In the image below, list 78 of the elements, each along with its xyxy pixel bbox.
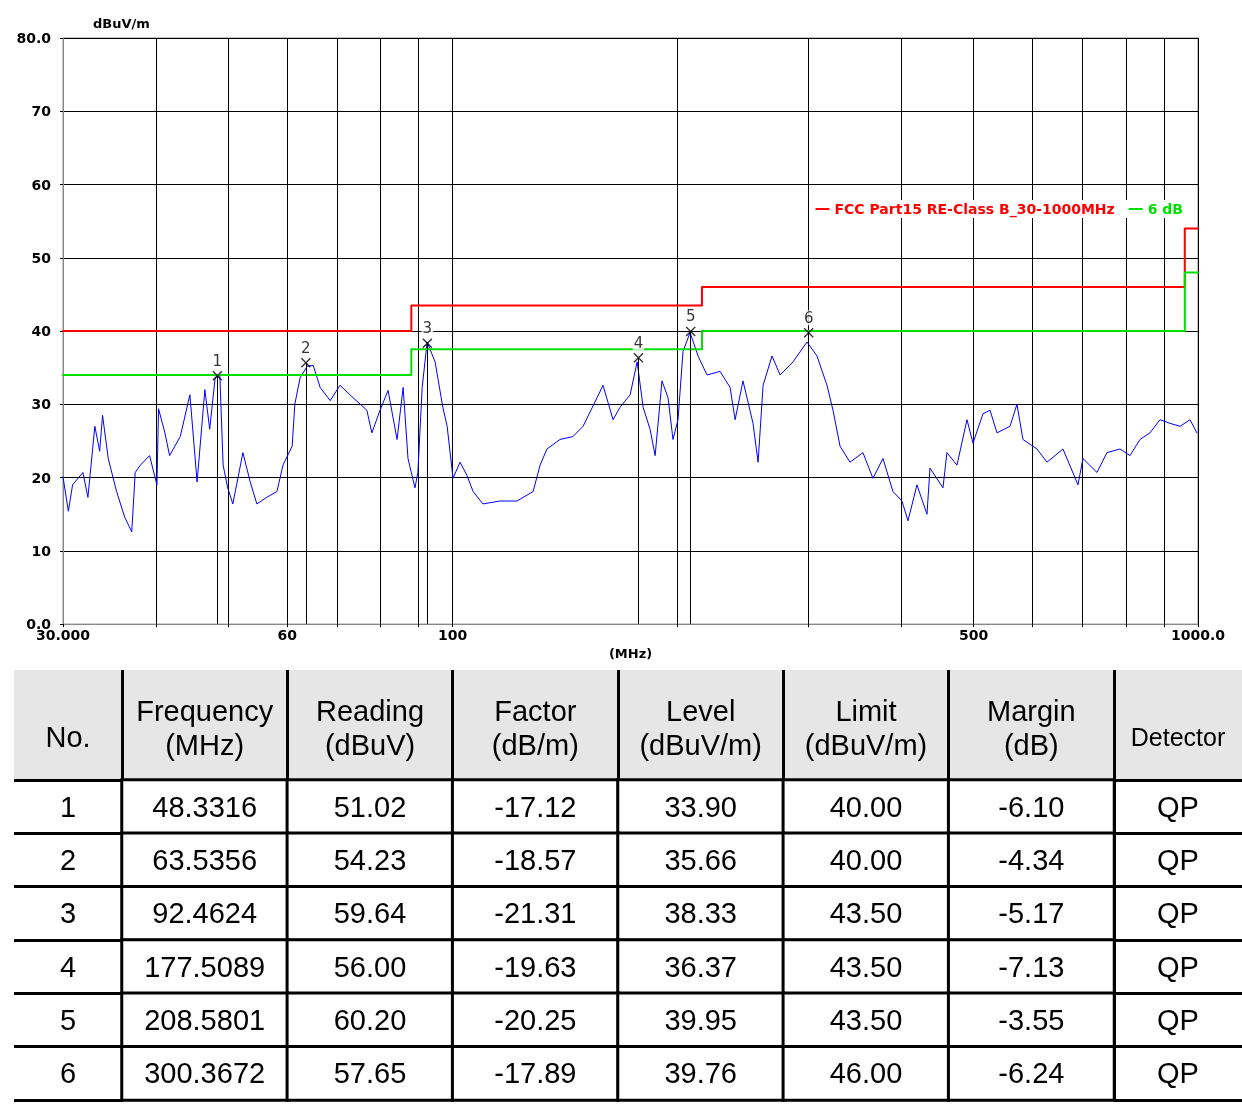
y2-tick-label: QP — [1157, 790, 1199, 823]
text: 46.00 — [829, 1057, 903, 1090]
text: 63.5356 — [152, 844, 258, 876]
text: -18.57 — [494, 844, 577, 876]
annotation: 2 — [301, 338, 311, 357]
text: 59.64 — [333, 897, 407, 930]
x-tick-label: Reading (dBuV) — [315, 695, 425, 761]
text: -7.13 — [998, 950, 1065, 983]
text: -6.10 — [998, 790, 1065, 823]
text: 43.50 — [829, 950, 903, 983]
y2-axis-title: Detector — [1130, 723, 1226, 751]
y-axis-title: dBuV/m — [93, 16, 150, 31]
text: 35.66 — [664, 844, 737, 876]
x-tick-label: 500 — [959, 627, 989, 644]
x-tick-label: Frequency (MHz) — [136, 695, 274, 761]
text: 43.50 — [829, 897, 903, 930]
x-axis-title: (MHz) — [608, 646, 653, 661]
text: 57.65 — [333, 1057, 407, 1090]
text: 208.5801 — [144, 1004, 266, 1036]
text: -5.17 — [998, 897, 1065, 930]
y-tick-label: 1 — [59, 790, 77, 823]
y-tick-label: 30 — [31, 396, 52, 413]
text: 56.00 — [333, 950, 407, 983]
x-tick-label: Level (dBuV/m) — [639, 695, 762, 761]
text: 40.00 — [829, 790, 903, 823]
text: 48.3316 — [152, 790, 258, 823]
text: 177.5089 — [144, 950, 266, 983]
y2-tick-label: QP — [1157, 1057, 1199, 1090]
legend-label: 6 dB — [1147, 201, 1183, 217]
text: -4.34 — [998, 844, 1065, 876]
y-tick-label: 70 — [31, 103, 52, 120]
y-tick-label: 4 — [59, 950, 77, 983]
y-tick-label: 60 — [31, 176, 52, 193]
annotation: 6 — [803, 308, 814, 327]
x-tick-label: 60 — [277, 627, 298, 644]
y-tick-label: 20 — [31, 469, 52, 486]
x-tick-label: 100 — [438, 627, 468, 644]
text: -17.12 — [494, 790, 577, 823]
text: -3.55 — [998, 1004, 1065, 1036]
text: 39.76 — [664, 1057, 737, 1090]
y-tick-label: 80.0 — [16, 30, 52, 46]
y-tick-label: 5 — [59, 1004, 77, 1036]
y2-tick-label: QP — [1157, 950, 1199, 983]
y-tick-label: 50 — [31, 249, 52, 266]
text: 43.50 — [829, 1004, 903, 1036]
text: 92.4624 — [152, 897, 258, 930]
text: 36.37 — [664, 950, 737, 983]
x-tick-label: Factor (dB/m) — [491, 695, 579, 761]
y2-tick-label: QP — [1157, 1004, 1199, 1036]
text: -19.63 — [494, 950, 577, 983]
text: 39.95 — [664, 1004, 737, 1036]
text: -21.31 — [494, 897, 577, 930]
y-tick-label: 3 — [59, 897, 77, 930]
legend-label: FCC Part15 RE-Class B_30-1000MHz — [834, 201, 1115, 218]
y-tick-label: 6 — [59, 1057, 77, 1090]
y-axis-title: No. — [45, 721, 91, 753]
text: 54.23 — [333, 844, 407, 876]
x-tick-label: Limit (dBuV/m) — [804, 695, 928, 761]
text: -20.25 — [494, 1004, 577, 1036]
text: 33.90 — [664, 790, 737, 823]
y2-tick-label: QP — [1157, 897, 1199, 930]
annotation: 5 — [685, 307, 696, 326]
y-tick-label: 40 — [31, 323, 52, 340]
text: 60.20 — [333, 1004, 407, 1036]
x-tick-label: Margin (dB) — [987, 695, 1076, 761]
text: 40.00 — [829, 844, 903, 876]
text: 38.33 — [664, 897, 737, 930]
x-tick-label: 1000.0 — [1170, 627, 1226, 644]
text: 300.3672 — [144, 1057, 266, 1090]
annotation: 3 — [422, 319, 433, 338]
text: -17.89 — [494, 1057, 577, 1090]
annotation: 4 — [633, 333, 644, 352]
text: 51.02 — [333, 790, 407, 823]
annotation: 1 — [212, 351, 223, 370]
text: -6.24 — [998, 1057, 1065, 1090]
y-tick-label: 2 — [59, 844, 77, 876]
y2-tick-label: QP — [1157, 844, 1199, 876]
y-tick-label: 10 — [31, 542, 52, 559]
